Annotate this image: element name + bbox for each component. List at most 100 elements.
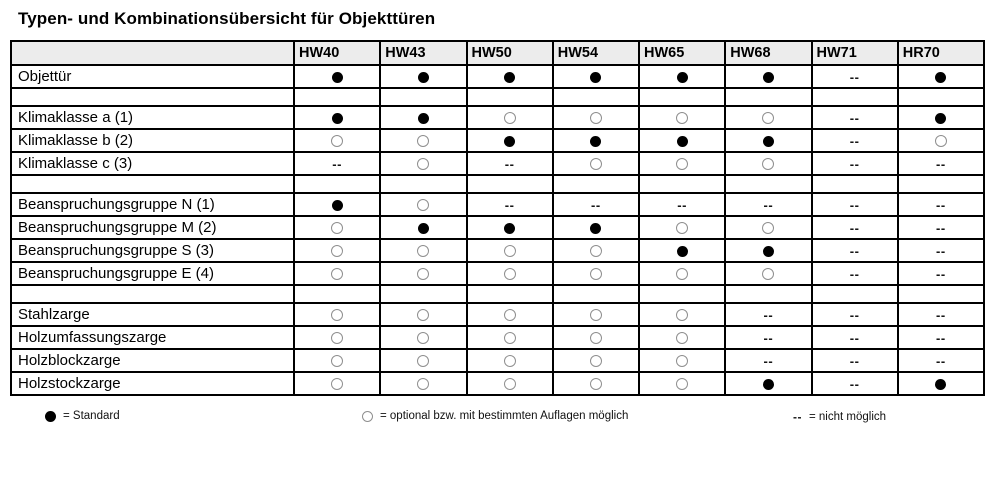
legend-item-optional: = optional bzw. mit bestimmten Auflagen … bbox=[362, 410, 628, 422]
open-circle-icon bbox=[676, 112, 689, 125]
row-label: Beanspruchungsgruppe N (1) bbox=[10, 192, 295, 217]
cell-filled bbox=[551, 215, 641, 240]
cell-dash: -- bbox=[896, 238, 986, 263]
table-row: Beanspruchungsgruppe S (3) -- -- bbox=[10, 238, 986, 263]
cell-open bbox=[724, 261, 813, 286]
open-circle-icon bbox=[503, 332, 516, 345]
cell-dash: -- bbox=[810, 192, 899, 217]
open-circle-icon bbox=[934, 135, 947, 148]
cell-open bbox=[292, 128, 382, 153]
cell-empty bbox=[292, 87, 382, 107]
cell-filled bbox=[465, 128, 554, 153]
cell-empty bbox=[379, 284, 468, 304]
table-row: Holzumfassungszarge -- -- -- bbox=[10, 325, 986, 350]
table-row: Beanspruchungsgruppe N (1) -- -- -- -- -- -- bbox=[10, 192, 986, 217]
cell-open bbox=[292, 302, 382, 327]
dash-icon: -- bbox=[936, 330, 946, 346]
filled-circle-icon bbox=[676, 245, 688, 257]
filled-circle-icon bbox=[762, 245, 774, 257]
filled-circle-icon bbox=[590, 222, 602, 234]
cell-empty bbox=[551, 87, 641, 107]
cell-empty bbox=[724, 284, 813, 304]
cell-dash: -- bbox=[810, 105, 899, 130]
filled-circle-icon bbox=[417, 222, 429, 234]
column-header: HW50 bbox=[465, 40, 554, 66]
dash-icon: -- bbox=[763, 307, 774, 323]
open-circle-icon bbox=[331, 245, 344, 258]
legend-item-standard: = Standard bbox=[45, 410, 120, 422]
cell-filled bbox=[379, 215, 468, 240]
cell-empty bbox=[896, 174, 986, 194]
cell-empty bbox=[379, 174, 468, 194]
cell-empty bbox=[292, 284, 382, 304]
filled-circle-icon bbox=[331, 199, 343, 211]
cell-filled bbox=[724, 238, 813, 263]
open-circle-icon bbox=[503, 355, 516, 368]
row-label: Holzumfassungszarge bbox=[10, 325, 295, 350]
open-circle-icon bbox=[589, 268, 602, 281]
cell-empty bbox=[637, 284, 727, 304]
cell-open bbox=[551, 261, 641, 286]
cell-empty bbox=[810, 87, 899, 107]
dash-icon: -- bbox=[763, 197, 774, 213]
cell-dash: -- bbox=[465, 151, 554, 176]
cell-open bbox=[379, 151, 468, 176]
cell-dash: -- bbox=[724, 302, 813, 327]
column-header: HW65 bbox=[637, 40, 727, 66]
cell-filled bbox=[292, 64, 382, 89]
cell-dash: -- bbox=[724, 348, 813, 373]
cell-dash: -- bbox=[896, 348, 986, 373]
row-label bbox=[10, 284, 295, 304]
open-circle-icon bbox=[417, 245, 430, 258]
dash-icon: -- bbox=[504, 197, 515, 213]
cell-empty bbox=[465, 87, 554, 107]
cell-open bbox=[465, 371, 554, 396]
cell-dash: -- bbox=[292, 151, 382, 176]
cell-dash: -- bbox=[724, 192, 813, 217]
open-circle-icon bbox=[417, 268, 430, 281]
column-header: HW43 bbox=[379, 40, 468, 66]
table-header-row: HW40 HW43 HW50 HW54 HW65 HW68 HW71 HR70 bbox=[10, 40, 986, 66]
table-row: Klimaklasse a (1) -- bbox=[10, 105, 986, 130]
open-circle-icon bbox=[331, 378, 344, 391]
cell-dash: -- bbox=[465, 192, 554, 217]
filled-circle-icon bbox=[590, 71, 602, 83]
cell-dash: -- bbox=[810, 64, 899, 89]
open-circle-icon bbox=[676, 158, 689, 171]
filled-circle-icon bbox=[504, 222, 516, 234]
cell-empty bbox=[465, 174, 554, 194]
cell-empty bbox=[551, 174, 641, 194]
dash-icon: -- bbox=[849, 156, 860, 172]
row-label: Beanspruchungsgruppe S (3) bbox=[10, 238, 295, 263]
legend-text: = Standard bbox=[63, 410, 120, 422]
filled-circle-icon bbox=[762, 71, 774, 83]
open-circle-icon bbox=[589, 245, 602, 258]
cell-open bbox=[465, 238, 554, 263]
open-circle-icon bbox=[417, 332, 430, 345]
cell-filled bbox=[637, 238, 727, 263]
cell-filled bbox=[724, 64, 813, 89]
combination-table: HW40 HW43 HW50 HW54 HW65 HW68 HW71 HR70 Objettü… bbox=[10, 40, 986, 396]
cell-empty bbox=[724, 87, 813, 107]
open-circle-icon bbox=[676, 222, 689, 235]
cell-dash: -- bbox=[810, 261, 899, 286]
table-row: Beanspruchungsgruppe E (4) -- -- bbox=[10, 261, 986, 286]
column-header: HW68 bbox=[724, 40, 813, 66]
column-header: HW40 bbox=[292, 40, 382, 66]
cell-dash: -- bbox=[810, 128, 899, 153]
cell-filled bbox=[292, 105, 382, 130]
dash-icon: -- bbox=[936, 266, 946, 282]
open-circle-icon bbox=[762, 268, 775, 281]
dash-icon: -- bbox=[849, 243, 860, 259]
row-label: Klimaklasse a (1) bbox=[10, 105, 295, 130]
legend: = Standard = optional bzw. mit bestimmten… bbox=[0, 405, 990, 437]
open-circle-icon bbox=[676, 268, 689, 281]
dash-icon: -- bbox=[849, 197, 860, 213]
cell-open bbox=[551, 371, 641, 396]
open-circle-icon bbox=[417, 199, 430, 212]
cell-filled bbox=[465, 215, 554, 240]
cell-filled bbox=[551, 128, 641, 153]
dash-icon: -- bbox=[936, 353, 946, 369]
cell-open bbox=[465, 302, 554, 327]
cell-filled bbox=[292, 192, 382, 217]
